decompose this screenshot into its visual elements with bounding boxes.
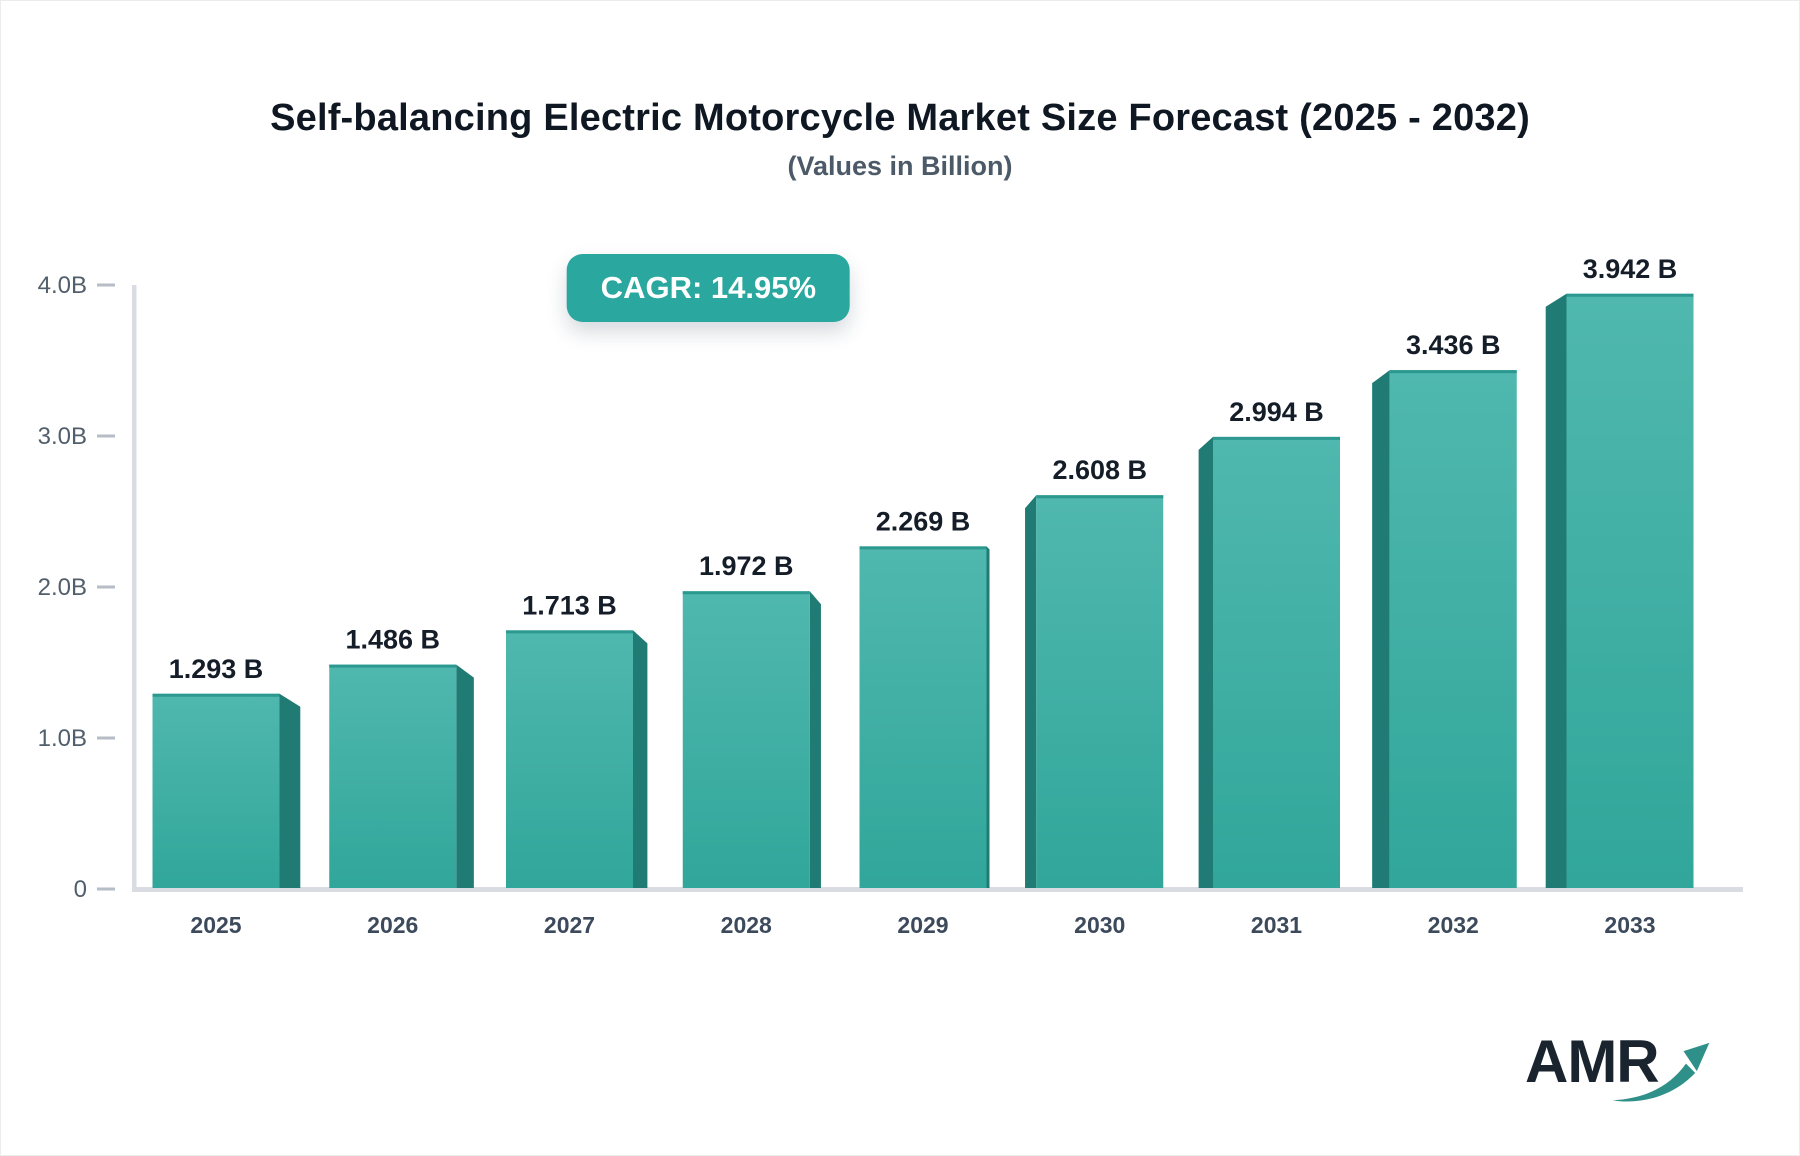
bar xyxy=(152,693,301,888)
x-tick-label: 2028 xyxy=(721,912,772,938)
x-tick-label: 2027 xyxy=(544,912,595,938)
bar-side-face xyxy=(456,664,474,888)
bar-front-face xyxy=(859,546,987,888)
bar-value-label: 1.713 B xyxy=(522,590,617,620)
bar-value-label: 3.942 B xyxy=(1583,254,1678,284)
growth-arrow-icon xyxy=(1612,1042,1710,1102)
y-tick-label: 3.0B xyxy=(38,423,87,450)
bar-value-label: 1.486 B xyxy=(345,625,440,655)
x-tick-label: 2025 xyxy=(190,912,241,938)
bar-side-face xyxy=(1372,370,1390,888)
bar-value-label: 1.293 B xyxy=(169,654,264,684)
y-tick-label: 1.0B xyxy=(38,725,87,752)
bar xyxy=(1545,293,1694,888)
x-tick-label: 2032 xyxy=(1428,912,1479,938)
bar-value-label: 3.436 B xyxy=(1406,330,1501,360)
x-tick-label: 2033 xyxy=(1604,912,1655,938)
cagr-badge: CAGR: 14.95% xyxy=(566,254,851,322)
bar-value-label: 2.269 B xyxy=(876,506,971,536)
bar-side-face xyxy=(1025,495,1037,888)
chart-subtitle: (Values in Billion) xyxy=(787,151,1013,181)
x-tick-label: 2029 xyxy=(897,912,948,938)
bars-layer xyxy=(152,293,1694,888)
bar xyxy=(329,664,474,888)
x-tick-label: 2030 xyxy=(1074,912,1125,938)
bar-value-label: 2.994 B xyxy=(1229,397,1324,427)
bar-value-label: 1.972 B xyxy=(699,551,794,581)
bar xyxy=(859,546,990,888)
bar-front-face xyxy=(682,591,810,888)
y-tick-label: 2.0B xyxy=(38,574,87,601)
bar-side-face xyxy=(986,546,990,888)
x-tick-label: 2026 xyxy=(367,912,418,938)
bar-front-face xyxy=(1036,495,1164,888)
bar-side-face xyxy=(1545,293,1567,888)
chart-title: Self-balancing Electric Motorcycle Marke… xyxy=(270,97,1530,139)
y-tick-label: 0 xyxy=(74,876,87,903)
bar-side-face xyxy=(809,591,821,888)
bar-front-face xyxy=(506,630,633,888)
bar xyxy=(506,630,648,888)
bar xyxy=(1372,370,1517,888)
y-tick-label: 4.0B xyxy=(38,272,87,299)
bar-front-face xyxy=(1213,436,1340,888)
x-tick-label: 2031 xyxy=(1251,912,1302,938)
bar-side-face xyxy=(279,693,301,888)
bar-front-face xyxy=(1389,370,1517,888)
bar-value-label: 2.608 B xyxy=(1052,455,1147,485)
bar-front-face xyxy=(329,664,457,888)
y-axis-line xyxy=(132,285,137,892)
bar-side-face xyxy=(633,630,648,888)
bar xyxy=(682,591,821,888)
amr-logo: AMR xyxy=(1525,1027,1725,1117)
axis-layer: 0 1.0B 2.0B 3.0B 4.0B xyxy=(38,272,1743,903)
labels-layer: 1.293 B 2025 1.486 B 2026 1.713 B 2027 1.972 B… xyxy=(169,254,1678,938)
x-axis-line xyxy=(132,887,1743,892)
amr-logo-text: AMR xyxy=(1525,1028,1660,1095)
bar-side-face xyxy=(1198,436,1213,888)
bar-front-face xyxy=(1566,293,1694,888)
bar xyxy=(1198,436,1340,888)
bar-front-face xyxy=(152,693,280,888)
bar xyxy=(1025,495,1164,888)
